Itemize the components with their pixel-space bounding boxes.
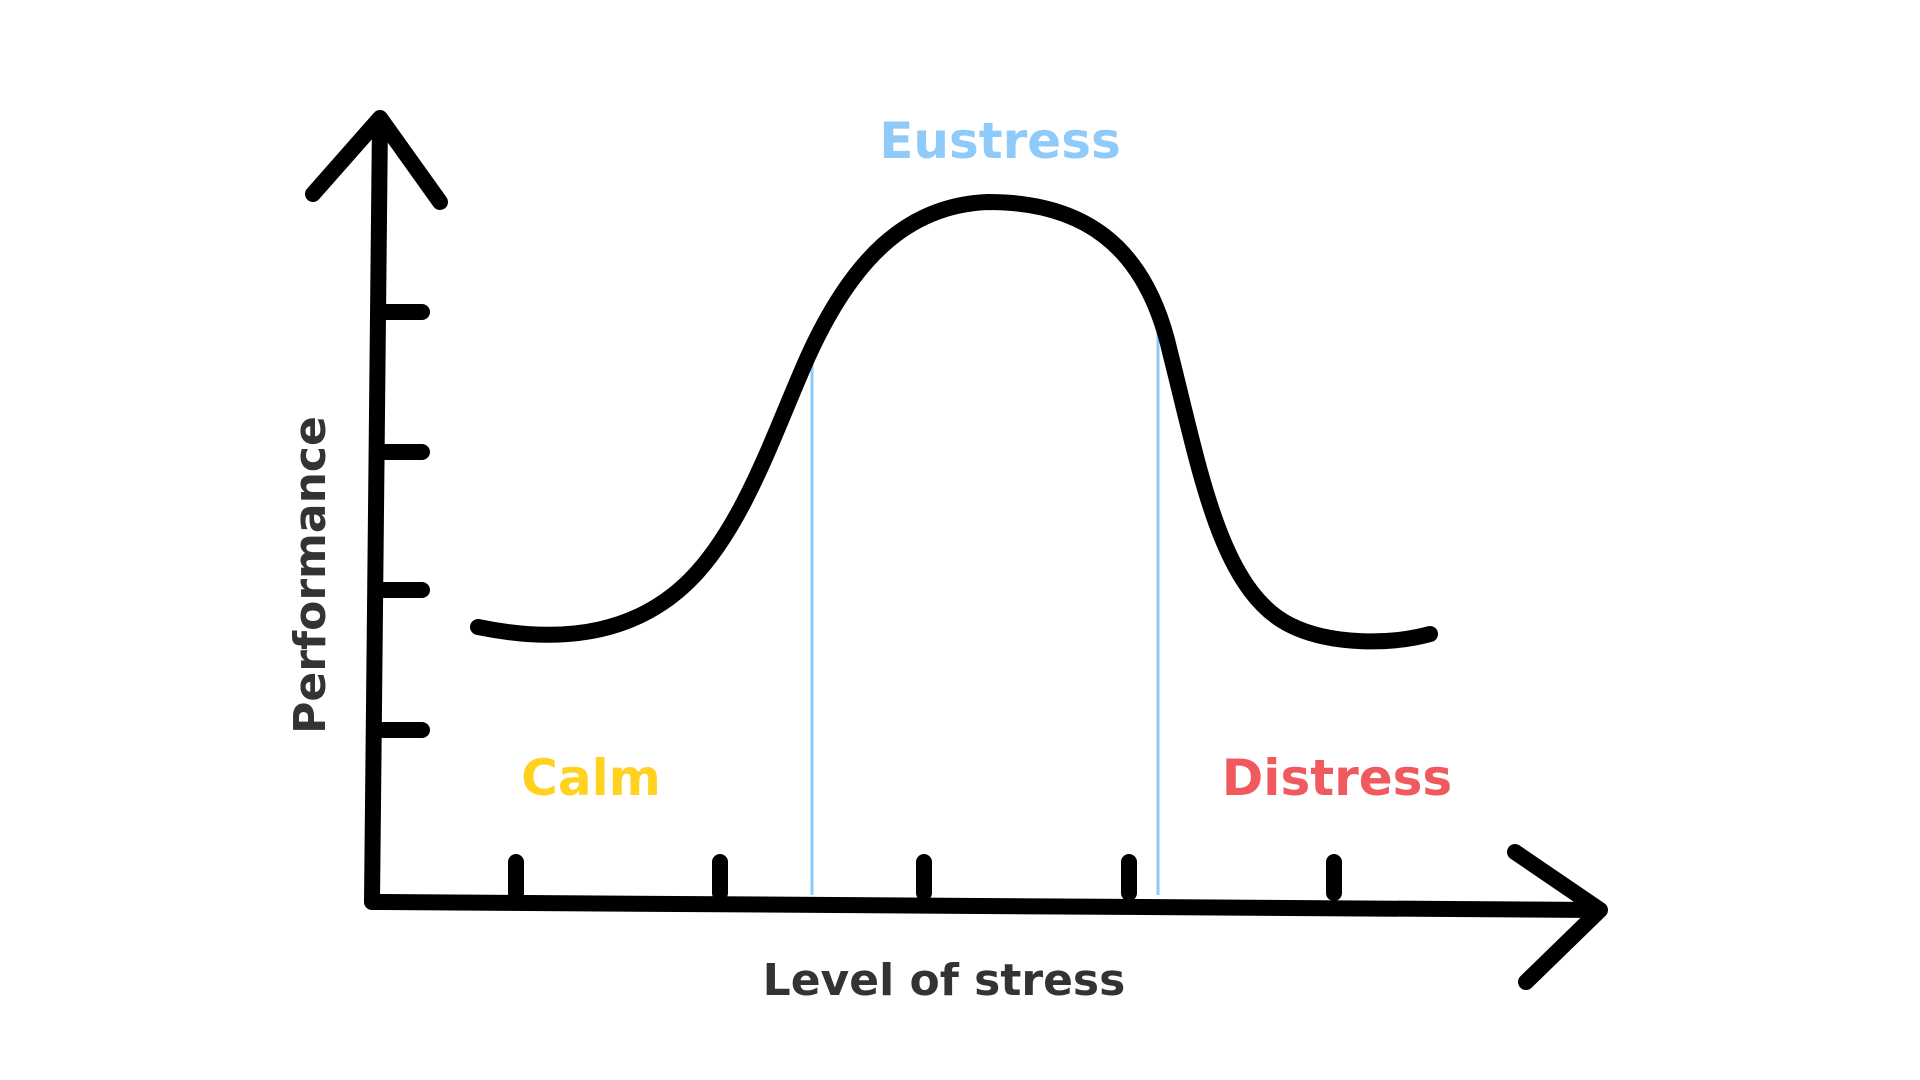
x-axis-label: Level of stress <box>763 955 1126 1006</box>
x-axis-arrowhead <box>1507 844 1608 990</box>
zone-label-eustress: Eustress <box>879 112 1121 170</box>
y-axis <box>305 110 448 910</box>
x-axis <box>366 844 1608 990</box>
zone-label-distress: Distress <box>1222 749 1452 807</box>
x-axis-line <box>366 894 1606 918</box>
y-axis-line <box>364 112 388 910</box>
y-axis-label: Performance <box>285 416 336 734</box>
y-axis-arrowhead <box>305 110 448 210</box>
zone-label-calm: Calm <box>521 749 661 807</box>
performance-curve <box>470 194 1438 650</box>
